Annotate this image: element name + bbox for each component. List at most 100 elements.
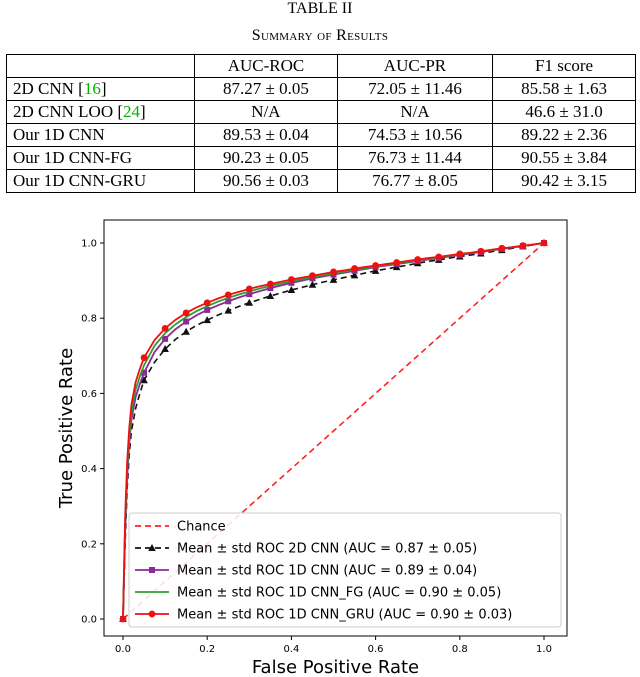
y-tick-label: 1.0 (81, 239, 97, 250)
model-name-cell: 2D CNN [16] (6, 77, 195, 101)
data-point-marker (161, 345, 169, 353)
legend-box (128, 512, 562, 628)
data-point-marker (246, 291, 253, 298)
data-point-marker (161, 324, 169, 332)
data-point-marker (224, 291, 232, 299)
y-tick-label: 0.2 (81, 539, 97, 550)
table-header-row: AUC-ROC AUC-PR F1 score (6, 54, 636, 78)
table-row: 2D CNN [16] 87.27 ± 0.05 72.05 ± 11.46 8… (6, 77, 636, 101)
series-line (122, 242, 545, 620)
data-point-marker (183, 318, 190, 325)
table-row: 2D CNN LOO [24] N/A N/A 46.6 ± 31.0 (6, 100, 636, 124)
model-name-cell: Our 1D CNN-FG (6, 146, 195, 170)
table-caption-label: TABLE II (287, 0, 353, 17)
model-name: Our 1D CNN (13, 125, 105, 144)
citation-link[interactable]: 24 (123, 102, 141, 121)
data-point-marker (119, 615, 127, 623)
data-point-marker (308, 280, 317, 288)
auc-pr-cell: 72.05 ± 11.46 (336, 77, 494, 101)
data-point-marker (329, 275, 338, 283)
f1-cell: 46.6 ± 31.0 (492, 100, 636, 124)
x-tick-label: 0.4 (283, 644, 299, 655)
legend-label: Mean ± std ROC 2D CNN (AUC = 0.87 ± 0.05… (177, 542, 477, 557)
data-point-marker (224, 306, 233, 314)
model-name-cell: 2D CNN LOO [24] (6, 100, 195, 124)
data-point-marker (182, 327, 190, 335)
data-point-marker (287, 286, 296, 293)
auc-pr-cell: 76.77 ± 8.05 (336, 169, 494, 193)
auc-roc-cell: 87.27 ± 0.05 (194, 77, 338, 101)
roc-chart: 0.0 0.2 0.4 0.6 0.8 1.0 0.0 0.2 0.4 0.6 0.8 1.0 Fals… (56, 219, 568, 677)
y-tick-label: 0.0 (81, 615, 97, 626)
header-cell-f1: F1 score (492, 54, 636, 78)
roc-series (119, 239, 548, 623)
auc-roc-cell: N/A (194, 100, 338, 124)
data-point-marker (225, 298, 232, 305)
data-point-marker (414, 256, 422, 263)
x-tick-label: 0.6 (368, 644, 384, 655)
data-point-marker (245, 285, 253, 293)
data-point-marker (162, 335, 169, 342)
plot-frame (103, 219, 568, 637)
auc-roc-cell: 89.53 ± 0.04 (194, 123, 338, 147)
model-name: Our 1D CNN-GRU (13, 171, 147, 190)
y-axis-label: True Positive Rate (56, 348, 77, 509)
data-point-marker (540, 239, 548, 247)
data-point-marker (141, 369, 148, 376)
header-cell-empty (6, 54, 195, 78)
auc-roc-cell: 90.56 ± 0.03 (194, 169, 338, 193)
data-point-marker (140, 354, 148, 362)
data-point-marker (267, 285, 274, 292)
x-tick-label: 0.8 (452, 644, 468, 655)
data-point-marker (148, 610, 156, 618)
x-tick-label: 0.0 (115, 644, 131, 655)
data-point-marker (519, 242, 527, 250)
data-point-marker (203, 299, 211, 307)
header-cell-auc-pr: AUC-PR (336, 54, 494, 78)
y-tick-label: 0.6 (81, 389, 97, 400)
citation-link[interactable]: 16 (83, 79, 101, 98)
series-line (122, 242, 545, 620)
data-point-marker (330, 268, 337, 276)
data-point-marker (148, 544, 156, 551)
data-point-marker (149, 567, 155, 573)
data-point-marker (288, 276, 295, 283)
data-point-marker (204, 306, 211, 313)
data-point-marker (372, 262, 379, 269)
plot-border (103, 219, 568, 637)
data-point-marker (245, 298, 254, 306)
data-point-marker (498, 244, 506, 252)
data-point-marker (456, 250, 464, 258)
data-point-marker (266, 292, 275, 300)
f1-cell: 90.42 ± 3.15 (492, 169, 636, 193)
data-point-marker (477, 247, 485, 255)
f1-cell: 85.58 ± 1.63 (492, 77, 636, 101)
results-table: AUC-ROC AUC-PR F1 score 2D CNN [16] 87.2… (6, 54, 636, 193)
model-name-cell: Our 1D CNN (6, 123, 195, 147)
table-row: Our 1D CNN-GRU 90.56 ± 0.03 76.77 ± 8.05… (6, 169, 636, 193)
citation-bracket: ] (100, 79, 107, 98)
data-point-marker (371, 266, 380, 274)
auc-pr-cell: N/A (336, 100, 494, 124)
x-tick-label: 0.2 (199, 644, 215, 655)
model-name: 2D CNN [ (13, 79, 84, 98)
auc-pr-cell: 76.73 ± 11.44 (336, 146, 494, 170)
model-name-cell: Our 1D CNN-GRU (6, 169, 195, 193)
data-point-marker (351, 265, 358, 272)
data-point-marker (309, 272, 316, 280)
auc-roc-cell: 90.23 ± 0.05 (194, 146, 338, 170)
legend-label: Mean ± std ROC 1D CNN_FG (AUC = 0.90 ± 0… (177, 586, 501, 601)
y-tick-label: 0.4 (81, 464, 97, 475)
legend-label: Mean ± std ROC 1D CNN (AUC = 0.89 ± 0.04… (177, 564, 477, 579)
legend-label: Chance (177, 520, 226, 535)
data-point-marker (203, 316, 211, 324)
table-row: Our 1D CNN-FG 90.23 ± 0.05 76.73 ± 11.44… (6, 146, 636, 170)
table-row: Our 1D CNN 89.53 ± 0.04 74.53 ± 10.56 89… (6, 123, 636, 147)
data-point-marker (140, 376, 148, 384)
legend: Chance Mean ± std ROC 2D CNN (AUC = 0.87 … (128, 512, 562, 628)
model-name: Our 1D CNN-FG (13, 148, 132, 167)
data-point-marker (350, 271, 359, 279)
data-point-marker (435, 253, 443, 261)
model-name: 2D CNN LOO [ (13, 102, 124, 121)
f1-cell: 90.55 ± 3.84 (492, 146, 636, 170)
